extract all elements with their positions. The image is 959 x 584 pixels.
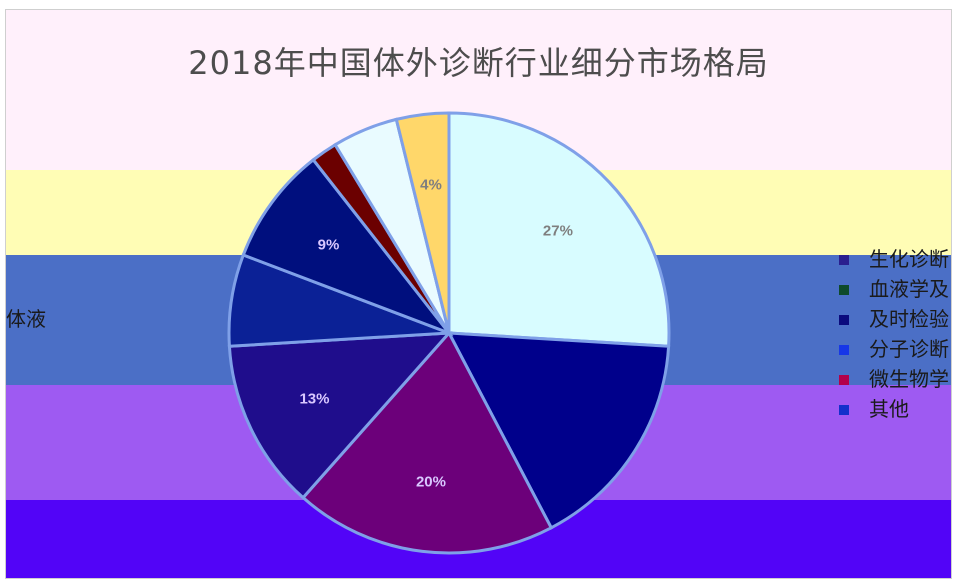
pie-slice <box>241 157 454 337</box>
legend-item: 分子诊断 <box>839 334 951 364</box>
pie-slice <box>446 331 671 530</box>
legend-item: 血液学及 <box>839 274 951 304</box>
slice-data-label: 20% <box>416 474 446 491</box>
legend-swatch <box>839 255 849 265</box>
chart-frame: 2018年中国体外诊断行业细分市场格局 体液 27% 20% 13% 9% 4% 生化诊… <box>5 9 952 579</box>
legend-item: 其他 <box>839 394 951 424</box>
pie-slice <box>394 111 451 334</box>
legend-swatch <box>839 285 849 295</box>
legend-label: 微生物学 <box>869 367 949 391</box>
legend-label: 血液学及 <box>869 277 949 301</box>
pie-slice <box>227 331 453 500</box>
pie-slice <box>447 111 671 348</box>
pie-slice <box>300 330 554 555</box>
legend-label: 其他 <box>869 397 909 421</box>
slice-data-label: 27% <box>543 222 573 239</box>
pie-chart: 27% 20% 13% 9% 4% <box>227 111 671 555</box>
side-label: 体液 <box>6 307 46 331</box>
legend-label: 及时检验 <box>869 307 949 331</box>
legend-item: 生化诊断 <box>839 244 951 274</box>
legend-item: 及时检验 <box>839 304 951 334</box>
chart-title: 2018年中国体外诊断行业细分市场格局 <box>188 44 769 82</box>
legend: 生化诊断血液学及及时检验分子诊断微生物学其他 <box>839 244 951 424</box>
legend-swatch <box>839 405 849 415</box>
legend-swatch <box>839 375 849 385</box>
legend-item: 微生物学 <box>839 364 951 394</box>
legend-label: 分子诊断 <box>869 337 949 361</box>
slice-data-label: 13% <box>299 390 329 407</box>
legend-label: 生化诊断 <box>869 247 949 271</box>
legend-swatch <box>839 315 849 325</box>
legend-swatch <box>839 345 849 355</box>
slice-data-label: 9% <box>318 236 340 253</box>
slice-data-label: 4% <box>420 176 442 193</box>
